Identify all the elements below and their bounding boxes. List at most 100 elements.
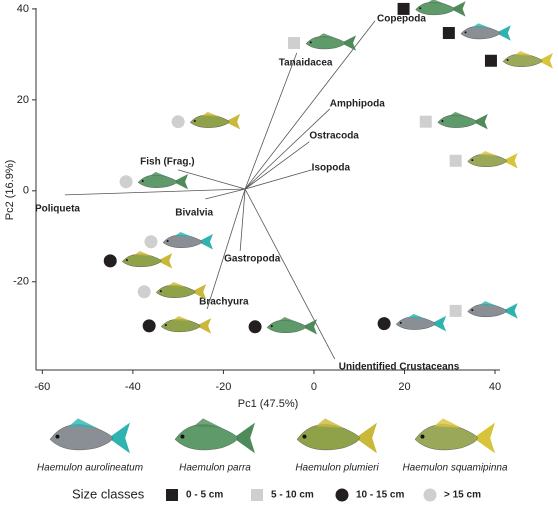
fish-body (296, 424, 360, 451)
vector-label: Isopoda (312, 163, 351, 174)
fish-fin (433, 418, 462, 428)
loading-vector (64, 188, 246, 196)
legend-label: > 15 cm (444, 490, 481, 501)
fish-body (160, 318, 201, 333)
fish-eye (164, 324, 167, 327)
loading-vector (245, 169, 312, 190)
fish-tail (173, 174, 189, 190)
point (419, 115, 432, 128)
fish-eye (441, 119, 444, 122)
vector-label: Brachyura (199, 297, 249, 308)
point (449, 304, 462, 317)
fish-body (467, 153, 507, 167)
fish-fin (315, 418, 344, 428)
point-fish (502, 50, 553, 69)
fish-fin (449, 111, 468, 117)
fish-body (415, 1, 455, 16)
legend-marker (166, 489, 178, 501)
fish-body (437, 114, 477, 128)
legend-label: 10 - 15 cm (356, 490, 404, 501)
fish-fin (193, 418, 222, 428)
vector-label: Amphipoda (330, 99, 385, 110)
vector-label: Gastropoda (224, 253, 281, 264)
species-name: Haemulon squamipinna (402, 463, 508, 474)
x-axis-label: Pc1 (47.5%) (238, 398, 299, 410)
fish-body (137, 174, 178, 188)
point (377, 317, 391, 331)
fish-tail (450, 1, 466, 17)
y-axis-label: Pc2 (16.9%) (4, 160, 16, 221)
fish-tail (302, 319, 318, 335)
fish-tail (473, 422, 495, 454)
legend-label: 0 - 5 cm (186, 490, 223, 501)
vector-label: Unidentified Crustaceans (339, 362, 460, 373)
point-fish (467, 151, 518, 169)
point-fish (395, 313, 447, 332)
fish-eye (309, 41, 312, 44)
fish-eye (125, 259, 128, 262)
fish-fin (479, 301, 497, 306)
point-fish (137, 171, 189, 190)
point (248, 320, 262, 334)
y-tick-label: 20 (17, 94, 29, 106)
point (137, 285, 151, 299)
fish-fin (407, 313, 426, 319)
vector-label: Bivalvia (175, 208, 213, 219)
fish-body (174, 424, 238, 451)
fish-eye (464, 31, 467, 34)
point-fish (189, 111, 241, 130)
fish-eye (506, 59, 509, 62)
legend-fish (174, 418, 255, 454)
x-tick-label: -40 (125, 381, 141, 393)
vector-label: Copepoda (377, 13, 426, 24)
fish-tail (502, 153, 518, 169)
fish-body (162, 234, 203, 248)
fish-body (49, 424, 113, 451)
fish-body (189, 114, 230, 128)
fish-body (155, 284, 196, 298)
point-fish (437, 111, 488, 130)
fish-tail (495, 25, 511, 41)
x-tick-label: -60 (34, 381, 50, 393)
fish-fin (278, 316, 297, 322)
x-tick-label: 40 (489, 381, 501, 393)
loading-vector (239, 188, 246, 251)
fish-tail (431, 315, 447, 332)
point-fish (162, 231, 213, 250)
fish-fin (479, 151, 497, 156)
y-tick-label: 40 (17, 3, 29, 15)
species-name: Haemulon parra (179, 463, 251, 474)
species-name: Haemulon plumieri (295, 463, 379, 474)
fish-fin (174, 231, 193, 237)
fish-eye (159, 290, 162, 293)
fish-eye (270, 325, 273, 328)
fish-tail (233, 422, 255, 454)
legend-fish (414, 418, 495, 454)
point-fish (415, 0, 466, 17)
point (397, 2, 410, 15)
point-fish (460, 23, 511, 41)
fish-body (502, 53, 543, 67)
point (144, 235, 158, 249)
fish-fin (172, 316, 191, 321)
x-tick-label: -20 (215, 381, 231, 393)
fish-eye (419, 7, 422, 10)
fish-fin (472, 23, 491, 28)
point (288, 37, 301, 50)
point (442, 27, 455, 40)
fish-tail (197, 234, 213, 250)
fish-eye (55, 434, 60, 439)
legend-title: Size classes (72, 486, 145, 501)
legend-marker (251, 489, 263, 501)
point-fish (305, 33, 357, 51)
y-tick-label: -20 (13, 276, 29, 288)
vector-label: Ostracoda (309, 130, 359, 141)
fish-body (467, 303, 507, 318)
vector-label: Tanaidacea (279, 58, 333, 69)
fish-body (121, 253, 162, 268)
legend-fish (296, 418, 377, 454)
x-tick-label: 0 (311, 381, 317, 393)
point (484, 54, 497, 67)
loading-vector (244, 108, 331, 190)
legend-label: 5 - 10 cm (271, 490, 314, 501)
